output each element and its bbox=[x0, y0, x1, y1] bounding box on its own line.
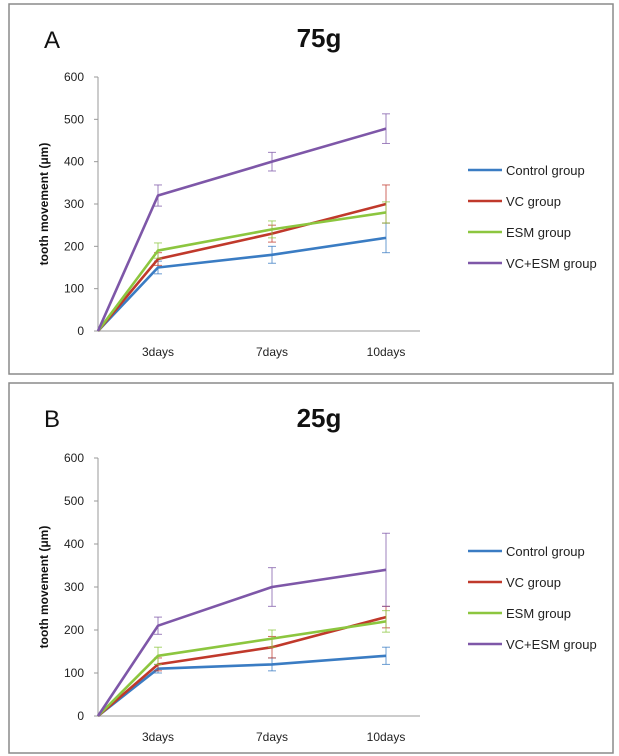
y-tick-label: 100 bbox=[64, 282, 84, 296]
y-tick-label: 300 bbox=[64, 580, 84, 594]
x-tick-label: 7days bbox=[256, 345, 288, 359]
chart-panel-a: A 75g 0 100 200 300 400 500 600 3days 7days 10days t… bbox=[8, 3, 614, 375]
x-tick-label: 7days bbox=[256, 730, 288, 744]
y-tick-label: 200 bbox=[64, 623, 84, 637]
series-line-vc-group bbox=[97, 615, 387, 717]
panel-frame bbox=[8, 382, 614, 754]
y-tick-label: 200 bbox=[64, 239, 84, 253]
legend-label: Control group bbox=[506, 544, 585, 559]
series-line-vc-esm-group bbox=[96, 568, 387, 717]
x-tick-label: 10days bbox=[367, 730, 406, 744]
panel-label: A bbox=[44, 27, 60, 54]
legend-label: VC+ESM group bbox=[506, 637, 597, 652]
legend-label: ESM group bbox=[506, 225, 571, 240]
legend-label: VC group bbox=[506, 194, 561, 209]
y-tick-label: 400 bbox=[64, 155, 84, 169]
y-tick-label: 600 bbox=[64, 70, 84, 84]
y-axis-label: tooth movement (μm) bbox=[37, 526, 51, 649]
series-line-vc-esm-group bbox=[96, 127, 387, 332]
panel-label: B bbox=[44, 406, 60, 433]
series-line-vc-group bbox=[97, 202, 387, 332]
y-tick-label: 500 bbox=[64, 112, 84, 126]
x-tick-label: 3days bbox=[142, 345, 174, 359]
y-tick-label: 100 bbox=[64, 666, 84, 680]
series-line-control-group bbox=[97, 654, 387, 718]
y-tick-label: 300 bbox=[64, 197, 84, 211]
y-tick-label: 500 bbox=[64, 494, 84, 508]
chart-title: 25g bbox=[297, 403, 342, 433]
legend-label: ESM group bbox=[506, 606, 571, 621]
series-line-esm-group bbox=[96, 211, 387, 332]
chart-title: 75g bbox=[297, 23, 342, 53]
x-tick-label: 10days bbox=[367, 345, 406, 359]
y-tick-label: 600 bbox=[64, 451, 84, 465]
y-axis-label: tooth movement (μm) bbox=[37, 143, 51, 266]
y-tick-label: 0 bbox=[77, 709, 84, 723]
legend-label: Control group bbox=[506, 163, 585, 178]
legend-label: VC+ESM group bbox=[506, 256, 597, 271]
series-line-control-group bbox=[97, 236, 387, 332]
series-line-esm-group bbox=[97, 620, 387, 717]
y-tick-label: 0 bbox=[77, 324, 84, 338]
panel-frame bbox=[8, 3, 614, 375]
y-tick-label: 400 bbox=[64, 537, 84, 551]
x-tick-label: 3days bbox=[142, 730, 174, 744]
chart-panel-b: B 25g 0 100 200 300 400 500 600 3days 7days 10days t… bbox=[8, 382, 614, 754]
legend-label: VC group bbox=[506, 575, 561, 590]
